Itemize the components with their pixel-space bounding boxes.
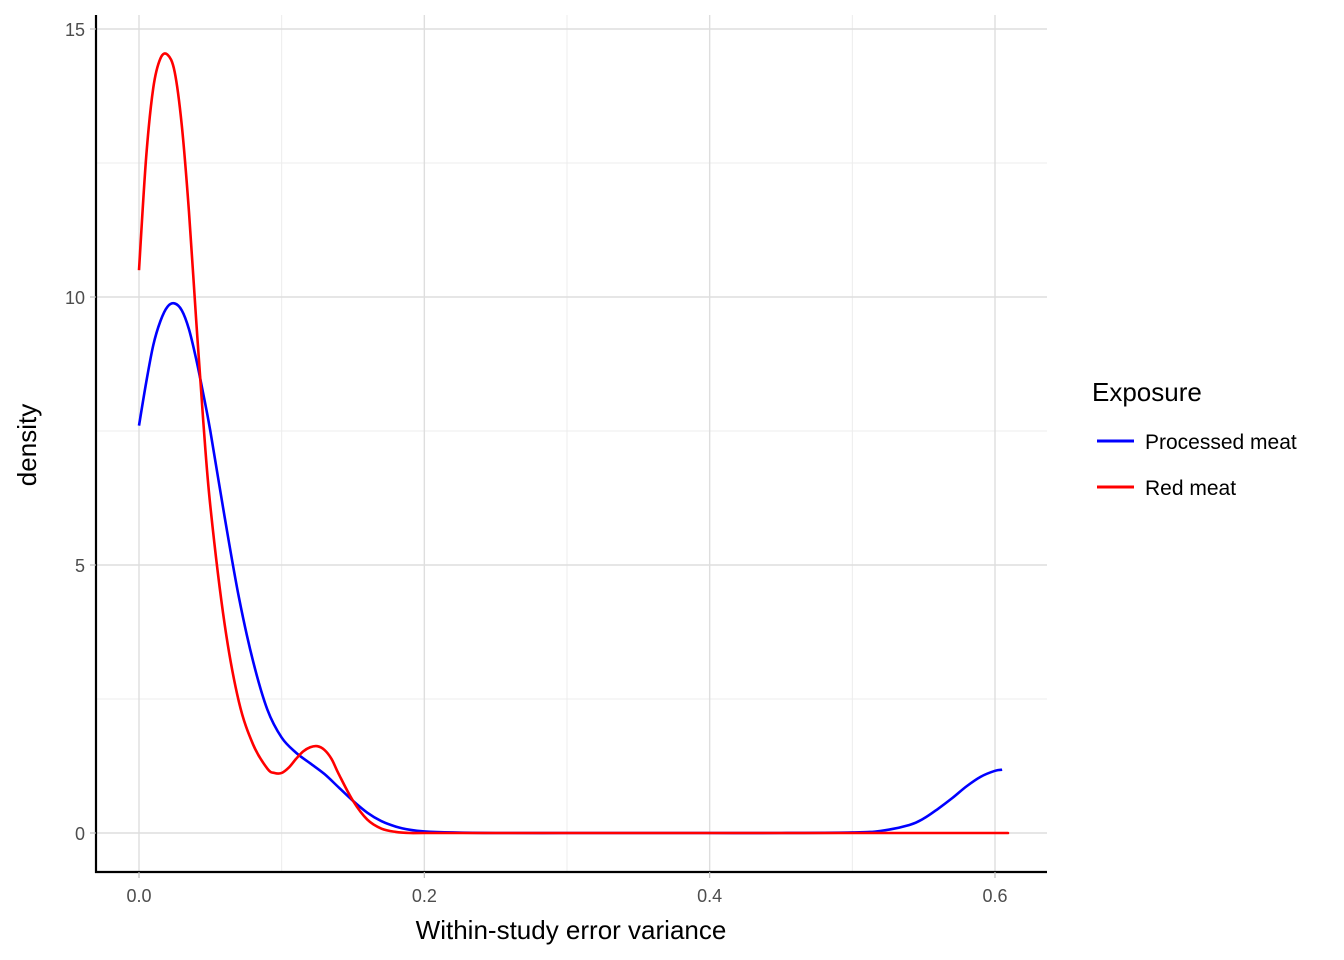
x-tick-label: 0.4: [697, 886, 722, 906]
density-line-red-meat: [137, 52, 1010, 835]
series-layer: [137, 52, 1010, 835]
y-tick-label: 0: [75, 824, 85, 844]
x-axis-ticks: 0.0 0.2 0.4 0.6: [126, 872, 1008, 906]
major-gridlines: [96, 15, 1047, 872]
y-axis-title: density: [12, 404, 42, 486]
legend-title: Exposure: [1092, 377, 1202, 407]
minor-gridlines: [96, 15, 1047, 872]
legend-label-red-meat: Red meat: [1145, 477, 1236, 500]
legend-label-processed-meat: Processed meat: [1145, 431, 1297, 454]
x-tick-label: 0.2: [412, 886, 437, 906]
x-axis-title: Within-study error variance: [416, 915, 727, 945]
axes: [94, 15, 1047, 874]
legend: Exposure Processed meat Red meat: [1092, 377, 1297, 500]
legend-item-red-meat: Red meat: [1097, 477, 1236, 500]
x-tick-label: 0.6: [982, 886, 1007, 906]
density-line-processed-meat: [137, 301, 1003, 835]
legend-item-processed-meat: Processed meat: [1097, 431, 1297, 454]
y-tick-label: 10: [65, 288, 85, 308]
x-tick-label: 0.0: [126, 886, 151, 906]
y-tick-label: 15: [65, 20, 85, 40]
y-tick-label: 5: [75, 556, 85, 576]
y-axis-ticks: 0 5 10 15: [65, 20, 96, 844]
